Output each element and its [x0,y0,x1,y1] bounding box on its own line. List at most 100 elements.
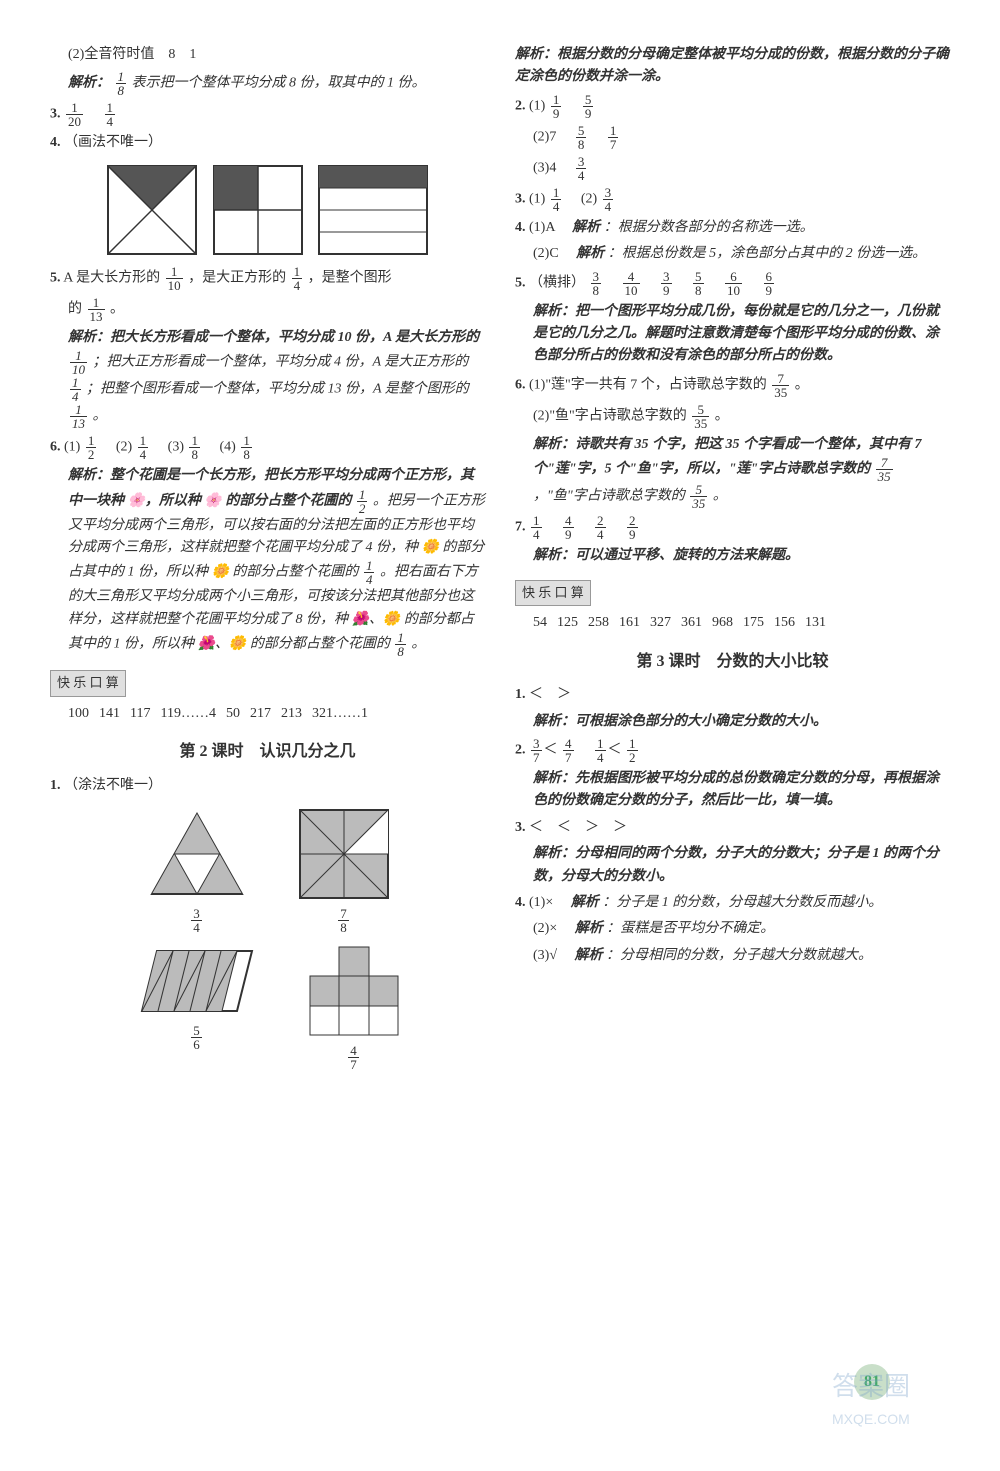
shape-square-x [107,165,197,255]
l3-q4-3: (3)√ 解析 ：分母相同的分数，分子越大分数就越大。 [515,945,950,967]
text: 。 [713,489,727,504]
fraction: 18 [189,434,200,461]
text: (2) [116,440,132,455]
klks-value: 117 [130,703,150,725]
l3-q3-explain: 解析：分母相同的两个分数，分子大的分数大；分子是 1 的两个分数，分母大的分数小… [515,843,950,888]
text: ，"鱼"字占诗歌总字数的 [533,489,685,504]
text: 解析 [575,948,603,963]
text: 解析 [576,246,604,261]
fraction: 14 [292,265,303,292]
lesson3-title: 第 3 课时 分数的大小比较 [515,649,950,675]
fraction: 47 [563,737,574,764]
q5: 5. （横排） 38 410 39 58 610 69 [515,270,950,297]
section-klks: 快 乐 口 算 [50,670,126,697]
l2-figures-row2: 56 47 [50,942,485,1071]
fraction: 58 [693,270,704,297]
q3: 3. (1) 14 (2) 34 [515,186,950,213]
item-number: 2. [515,99,526,114]
fraction: 18 [116,70,127,97]
fig-triangle: 34 [141,805,253,934]
l3-q1-explain: 解析：可根据涂色部分的大小确定分数的大小。 [515,711,950,733]
item-number: 6. [515,377,526,392]
fraction: 49 [563,514,574,541]
text: (2)C [533,246,573,261]
q7: 7. 14 49 24 29 [515,514,950,541]
text: 解析 [572,220,600,235]
q5-cont: 的 113 。 [50,296,485,323]
shape-rows-4 [318,165,428,255]
klks-value: 119……4 [160,703,215,725]
text: (4) [219,440,235,455]
fraction: 110 [166,265,183,292]
klks-value: 258 [588,612,609,634]
item-number: 3. [50,107,61,122]
klks-value: 161 [619,612,640,634]
l3-q2: 2. 37＜ 47 14＜ 12 [515,737,950,764]
text: ：蛋糕是否平均分不确定。 [606,921,774,936]
shape-parallelogram [137,946,257,1016]
text: 解析：把大长方形看成一个整体，平均分成 10 份，A 是大长方形的 [68,330,479,345]
klks-value: 54 [533,612,547,634]
item-number: 5. [50,271,61,286]
para: (2)全音符时值 8 1 [50,44,485,66]
klks-value: 50 [226,703,240,725]
klks-value: 361 [681,612,702,634]
item-number: 6. [50,440,61,455]
text: （涂法不唯一） [64,778,162,793]
text: ；把整个图形看成一个整体，平均分成 13 份，A 是整个图形的 [86,382,469,397]
item-number: 3. [515,192,526,207]
q4-figures [50,161,485,259]
fraction: 29 [627,514,638,541]
text: 的 [68,302,82,317]
fraction: 12 [357,488,368,515]
fraction: 24 [595,514,606,541]
fraction: 535 [692,403,709,430]
section-klks: 快 乐 口 算 [515,580,591,607]
text: (1) [64,440,80,455]
text: (2)"鱼"字占诗歌总字数的 [533,408,687,423]
fraction: 14 [364,559,375,586]
text: ：分母相同的分数，分子越大分数就越大。 [606,948,872,963]
text: ；把大正方形看成一个整体，平均分成 4 份，A 是大正方形的 [93,355,469,370]
fraction: 59 [583,93,594,120]
fraction: 38 [591,270,602,297]
fraction: 56 [191,1024,202,1051]
klks-value: 217 [250,703,271,725]
q5: 5. A 是大长方形的 110 ，是大正方形的 14 ，是整个图形 [50,265,485,292]
text: (1)A [529,220,569,235]
q3: 3. 120 14 [50,101,485,128]
shape-grid-2x2 [213,165,303,255]
text: (2)× [533,921,571,936]
fraction: 19 [551,93,562,120]
fraction: 14 [138,434,149,461]
klks-value: 175 [743,612,764,634]
item-number: 7. [515,520,526,535]
text: 解析：可根据涂色部分的大小确定分数的大小。 [533,714,827,729]
text: ：根据总份数是 5，涂色部分占其中的 2 份选一选。 [608,246,927,261]
fraction: 14 [70,376,81,403]
fraction: 34 [191,907,202,934]
text: ：根据分数各部分的名称选一选。 [604,220,814,235]
watermark-main: 答案圈 [832,1371,910,1401]
text: (3)4 [533,161,556,176]
q6-2: (2)"鱼"字占诗歌总字数的 535 。 [515,403,950,430]
text: ＜ ＜ ＞ ＞ [529,820,627,835]
fraction: 17 [608,124,619,151]
fig-cross: 47 [303,942,405,1071]
l3-q4: 4. (1)× 解析 ：分子是 1 的分数，分母越大分数反而越小。 [515,892,950,914]
item-number: 3. [515,820,526,835]
klks-value: 327 [650,612,671,634]
text: 解析：可以通过平移、旋转的方法来解题。 [533,548,799,563]
fraction: 47 [348,1044,359,1071]
l2-figures-row1: 34 78 [50,805,485,934]
text: (1) [529,192,545,207]
explain: 解析：根据分数的分母确定整体被平均分成的份数，根据分数的分子确定涂色的份数并涂一… [515,44,950,89]
q2-2: (2)7 58 17 [515,124,950,151]
text: 解析：分母相同的两个分数，分子大的分数大；分子是 1 的两个分数，分母大的分数小… [533,846,939,883]
fraction: 34 [576,155,587,182]
explain: 解析： 18 表示把一个整体平均分成 8 份，取其中的 1 份。 [50,70,485,97]
text: (2)7 [533,130,556,145]
item-number: 1. [50,778,61,793]
item-number: 2. [515,743,526,758]
fraction: 535 [690,483,707,510]
